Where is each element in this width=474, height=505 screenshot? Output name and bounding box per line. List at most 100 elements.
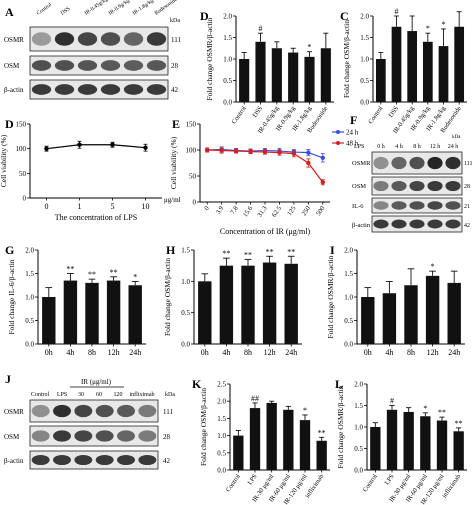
panel-label: K (192, 377, 202, 391)
blot-band (100, 32, 121, 46)
data-point (320, 180, 325, 185)
kda-a-osm: 28 (171, 62, 179, 70)
blot-band (123, 84, 144, 95)
bar (249, 408, 261, 470)
blot-band (138, 404, 157, 418)
x-tick-label: 4h (222, 348, 230, 357)
x-tick-label: 7.8 (229, 205, 239, 216)
x-tick-label: 500 (315, 205, 326, 217)
bar (422, 41, 433, 102)
y-tick-label: 1.5 (354, 402, 363, 410)
bar (239, 59, 250, 102)
panel-label-f: F (350, 113, 357, 127)
y-tick-label: 0.0 (354, 467, 363, 475)
y-tick-label: 0.0 (223, 99, 232, 107)
significance-mark: * (423, 404, 427, 413)
y-tick-label: 2.0 (217, 398, 226, 406)
y-axis-title: Fold change OSMR/β-actin (205, 17, 214, 100)
y-tick-label: 0.5 (25, 317, 34, 325)
blot-band (409, 180, 425, 192)
y-tick-label: 0.0 (360, 99, 369, 107)
blot-band (427, 156, 443, 170)
y-tick-label: 0.0 (217, 467, 226, 475)
x-tick-label: 4h (385, 348, 393, 357)
blot-band (54, 60, 75, 71)
data-point (262, 149, 268, 155)
row-label-a-osm: OSM (4, 62, 20, 70)
blot-band (373, 156, 389, 170)
y-tick-label: 2.0 (25, 247, 34, 255)
blot-band (445, 180, 461, 192)
series-line (46, 144, 146, 150)
legend-marker (336, 130, 340, 134)
blot-band (95, 454, 114, 466)
x-tick-label: 5 (111, 202, 115, 211)
x-tick-label: 0h (45, 348, 53, 357)
blot-band (31, 60, 52, 71)
x-tick-label: 10 (142, 202, 150, 211)
data-point (219, 148, 224, 153)
x-tick-label: 3.9 (215, 205, 225, 216)
y-axis-title: Cell viability (%) (169, 136, 178, 189)
blot-band (138, 430, 157, 442)
y-tick-label: 0.0 (25, 341, 34, 349)
y-tick-label: 1.5 (181, 247, 190, 255)
data-point (77, 142, 82, 147)
chart-panel-g-il6: G 0.0 0.5 1.0 1.5 2.0 Fold change IL-6/β-actin… (5, 243, 146, 357)
blot-band (77, 84, 98, 95)
blot-band (53, 454, 71, 466)
blot-band (117, 404, 135, 418)
blot-band (391, 201, 407, 210)
lane-label-j-2: LPS (57, 392, 67, 398)
y-tick-label: 0 (23, 195, 27, 203)
significance-mark: * (442, 20, 446, 29)
data-point (44, 146, 49, 151)
significance-mark: ** (318, 428, 326, 437)
kda-f-osmr: 111 (464, 161, 473, 167)
blot-band (100, 60, 121, 71)
blot-band (74, 404, 93, 418)
blot-band (77, 60, 98, 71)
chart-panel-l-osmr: L 0.0 0.5 1.0 1.5 2.0 Fold change OSMR/β-actin… (335, 377, 467, 505)
lane-label-j-6: infliximab (130, 391, 155, 398)
x-tick-label: 24h (285, 348, 297, 357)
blot-band (409, 201, 425, 210)
y-tick-label: 1.5 (223, 34, 232, 42)
data-point (306, 150, 311, 155)
y-tick-label: 0.5 (217, 449, 226, 457)
bar (361, 297, 375, 344)
bar (386, 409, 398, 470)
bar (266, 402, 277, 470)
bar (299, 420, 311, 470)
bar (106, 280, 121, 344)
y-axis-title: Fold change OSMR/β-actin (326, 255, 335, 338)
lane-label-f-2: 4 h (395, 144, 403, 150)
y-tick-label: 50 (189, 173, 197, 181)
bar (404, 285, 418, 344)
blot-band (117, 454, 135, 466)
x-tick-label: 12h (108, 348, 120, 357)
blot-band (123, 60, 144, 71)
significance-mark: ** (110, 268, 118, 277)
row-label-j-osm: OSM (4, 433, 20, 441)
blot-band (373, 201, 389, 210)
x-tick-label: 0 (203, 205, 211, 212)
y-axis-title: Fold change OSM/β-actin (342, 20, 351, 98)
blot-band (53, 404, 71, 418)
y-tick-label: 50 (19, 170, 27, 178)
blot-band (31, 430, 50, 442)
y-tick-label: 0 (193, 199, 197, 207)
blot-band (146, 60, 167, 71)
lane-label-a-2: DSS (60, 6, 72, 17)
y-tick-label: 100 (186, 147, 197, 155)
x-axis-title: Concentration of IR (μg/ml) (220, 227, 311, 236)
significance-mark: * (426, 24, 430, 33)
data-point (205, 147, 210, 153)
panel-label: D (200, 9, 209, 23)
blot-band (409, 219, 425, 229)
x-tick-label: 125 (286, 205, 297, 217)
y-tick-label: 2.0 (360, 13, 369, 21)
row-label-j-osmr: OSMR (4, 408, 24, 416)
x-tick-label: 0h (201, 348, 209, 357)
